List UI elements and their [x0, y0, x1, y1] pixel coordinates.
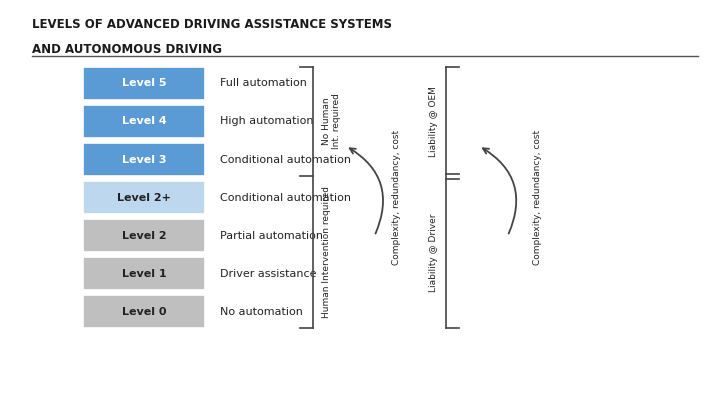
Text: Partial automation: Partial automation	[220, 231, 323, 241]
Text: No automation: No automation	[220, 307, 302, 317]
Text: Conditional automation: Conditional automation	[220, 193, 351, 202]
Text: Level 2: Level 2	[122, 231, 166, 241]
Text: Conditional automation: Conditional automation	[220, 155, 351, 164]
Text: Complexity, redundancy, cost: Complexity, redundancy, cost	[533, 130, 541, 265]
Text: Complexity, redundancy, cost: Complexity, redundancy, cost	[392, 130, 402, 265]
Text: Driver assistance: Driver assistance	[220, 269, 316, 279]
Text: Level 5: Level 5	[122, 79, 166, 88]
Text: Level 2+: Level 2+	[117, 193, 171, 202]
Text: LEVELS OF ADVANCED DRIVING ASSISTANCE SYSTEMS: LEVELS OF ADVANCED DRIVING ASSISTANCE SY…	[32, 18, 392, 31]
Text: Human Intervention required: Human Intervention required	[322, 186, 331, 318]
Text: Liability @ Driver: Liability @ Driver	[429, 213, 438, 292]
Text: No Human
Int. required: No Human Int. required	[322, 94, 341, 149]
Text: High automation: High automation	[220, 117, 313, 126]
Text: AND AUTONOMOUS DRIVING: AND AUTONOMOUS DRIVING	[32, 43, 222, 55]
Text: Level 0: Level 0	[122, 307, 166, 317]
Text: Level 1: Level 1	[122, 269, 166, 279]
Text: Full automation: Full automation	[220, 79, 307, 88]
Text: Liability @ OEM: Liability @ OEM	[429, 86, 438, 157]
Text: Level 3: Level 3	[122, 155, 166, 164]
Text: Level 4: Level 4	[122, 117, 166, 126]
